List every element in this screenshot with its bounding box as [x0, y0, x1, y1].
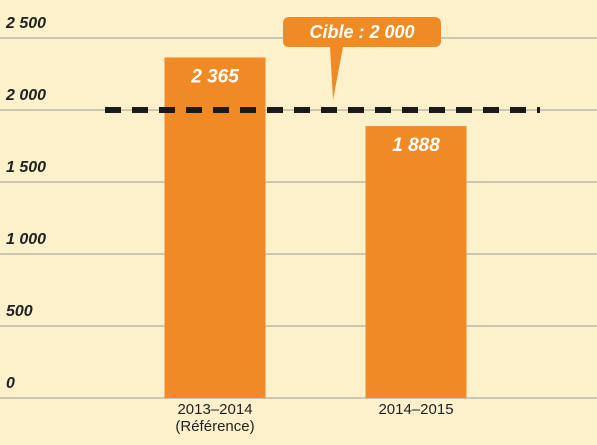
y-tick-label: 500	[6, 303, 33, 320]
callout-box	[283, 17, 441, 100]
bar	[365, 126, 467, 399]
target-label: Cible : 2 000	[309, 22, 414, 42]
y-tick-label: 1 000	[6, 231, 46, 248]
y-tick-label: 2 000	[5, 87, 46, 104]
x-tick-label: 2013–2014 (Référence)	[175, 401, 255, 435]
y-tick-label: 0	[6, 375, 15, 392]
value-label: 1 888	[392, 135, 440, 156]
bar	[164, 57, 266, 398]
y-tick-label: 1 500	[6, 159, 46, 176]
x-tick-label: 2014–2015	[378, 401, 454, 418]
value-label: 2 365	[190, 66, 239, 87]
y-tick-label: 2 500	[5, 15, 46, 32]
